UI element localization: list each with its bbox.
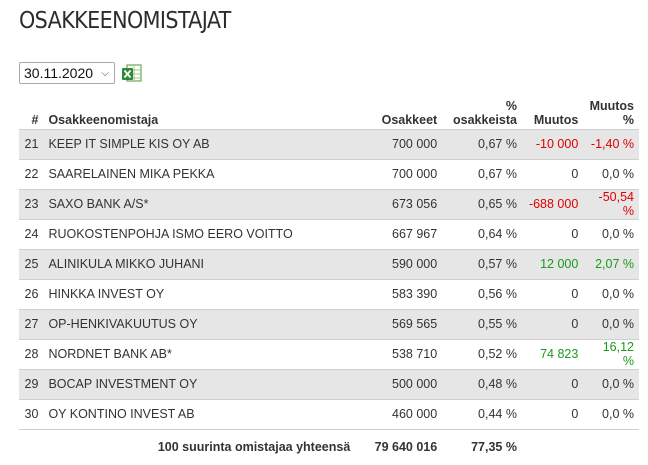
row-shares: 569 565 (355, 308, 443, 339)
row-pct: 0,57 % (442, 248, 522, 279)
row-change: 0 (521, 218, 584, 249)
row-index: 30 (19, 398, 44, 430)
row-pct: 0,55 % (442, 308, 522, 339)
table-row: 26 HINKKA INVEST OY 583 390 0,56 % 0 0,0 % (19, 278, 639, 309)
row-pct: 0,64 % (442, 218, 522, 249)
footer-empty (583, 429, 639, 461)
header-index[interactable]: # (31, 112, 39, 127)
row-change: 0 (521, 158, 584, 189)
row-pct: 0,52 % (442, 338, 522, 369)
row-pct: 0,65 % (442, 188, 522, 219)
row-change-pct: 0,0 % (583, 278, 639, 309)
row-pct: 0,44 % (442, 398, 522, 430)
table-row: 30 OY KONTINO INVEST AB 460 000 0,44 % 0 0,0 … (19, 398, 639, 430)
page-title: OSAKKEENOMISTAJAT (19, 8, 231, 34)
row-change: -10 000 (521, 128, 584, 159)
table-row: 24 RUOKOSTENPOHJA ISMO EERO VOITTO 667 967… (19, 218, 639, 249)
row-change: 0 (521, 398, 584, 430)
row-index: 24 (19, 218, 44, 249)
row-shares: 500 000 (355, 368, 443, 399)
table-row: 22 SAARELAINEN MIKA PEKKA 700 000 0,67 % 0 0,… (19, 158, 639, 189)
row-change: -688 000 (521, 188, 584, 219)
row-shareholder-name: KEEP IT SIMPLE KIS OY AB (43, 128, 356, 159)
excel-export-icon[interactable] (121, 62, 143, 84)
table-row: 21 KEEP IT SIMPLE KIS OY AB 700 000 0,67 % -… (19, 128, 639, 159)
footer-empty (521, 429, 584, 461)
header-pct-line2: osakkeista (453, 112, 517, 127)
row-index: 27 (19, 308, 44, 339)
row-index: 21 (19, 128, 44, 159)
chevron-down-icon: ⌵ (101, 67, 109, 79)
toolbar: 30.11.2020 ⌵ (19, 62, 143, 84)
row-change-pct: 0,0 % (583, 158, 639, 189)
row-shares: 538 710 (355, 338, 443, 369)
row-pct: 0,67 % (442, 158, 522, 189)
table-body: 21 KEEP IT SIMPLE KIS OY AB 700 000 0,67 % -… (19, 128, 639, 430)
row-shareholder-name: BOCAP INVESTMENT OY (43, 368, 356, 399)
row-change-pct: 0,0 % (583, 218, 639, 249)
header-change-pct[interactable]: Muutos % (583, 98, 639, 129)
table-row: 28 NORDNET BANK AB* 538 710 0,52 % 74 823 16,… (19, 338, 639, 369)
row-change: 0 (521, 278, 584, 309)
footer-label: 100 suurinta omistajaa yhteensä (19, 429, 356, 461)
header-change[interactable]: Muutos (533, 112, 579, 127)
row-shareholder-name: OP-HENKIVAKUUTUS OY (43, 308, 356, 339)
header-pct-line1: % (505, 98, 517, 113)
row-shareholder-name: OY KONTINO INVEST AB (43, 398, 356, 430)
row-shares: 700 000 (355, 128, 443, 159)
row-change-pct: 2,07 % (583, 248, 639, 279)
footer-shares: 79 640 016 (355, 429, 443, 461)
header-name[interactable]: Osakkeenomistaja (48, 112, 159, 127)
row-index: 28 (19, 338, 44, 369)
table-header-row: # Osakkeenomistaja Osakkeet % osakkeista… (19, 98, 639, 129)
row-index: 25 (19, 248, 44, 279)
row-pct: 0,56 % (442, 278, 522, 309)
shareholders-table: # Osakkeenomistaja Osakkeet % osakkeista… (19, 98, 639, 461)
row-shareholder-name: SAARELAINEN MIKA PEKKA (43, 158, 356, 189)
row-shares: 460 000 (355, 398, 443, 430)
row-index: 22 (19, 158, 44, 189)
header-shares[interactable]: Osakkeet (381, 112, 438, 127)
footer-pct: 77,35 % (442, 429, 522, 461)
row-change: 0 (521, 368, 584, 399)
row-shareholder-name: NORDNET BANK AB* (43, 338, 356, 369)
row-shares: 667 967 (355, 218, 443, 249)
row-change-pct: 0,0 % (583, 368, 639, 399)
table-footer-row: 100 suurinta omistajaa yhteensä 79 640 0… (19, 429, 639, 461)
row-shares: 700 000 (355, 158, 443, 189)
row-change-pct: -1,40 % (583, 128, 639, 159)
header-change-pct-line2: % (622, 112, 634, 127)
table-row: 27 OP-HENKIVAKUUTUS OY 569 565 0,55 % 0 0,0 % (19, 308, 639, 339)
header-change-pct-line1: Muutos (589, 98, 634, 113)
row-change: 0 (521, 308, 584, 339)
row-shareholder-name: RUOKOSTENPOHJA ISMO EERO VOITTO (43, 218, 356, 249)
row-shares: 590 000 (355, 248, 443, 279)
row-change-pct: -50,54 % (583, 188, 639, 219)
table-row: 29 BOCAP INVESTMENT OY 500 000 0,48 % 0 0,0 % (19, 368, 639, 399)
row-index: 23 (19, 188, 44, 219)
row-index: 29 (19, 368, 44, 399)
table-row: 25 ALINIKULA MIKKO JUHANI 590 000 0,57 % 12 … (19, 248, 639, 279)
row-shares: 583 390 (355, 278, 443, 309)
row-change-pct: 0,0 % (583, 398, 639, 430)
row-shareholder-name: HINKKA INVEST OY (43, 278, 356, 309)
row-pct: 0,48 % (442, 368, 522, 399)
row-index: 26 (19, 278, 44, 309)
date-select-value: 30.11.2020 (24, 65, 94, 81)
header-pct[interactable]: % osakkeista (442, 98, 522, 129)
row-change-pct: 0,0 % (583, 308, 639, 339)
row-change-pct: 16,12 % (583, 338, 639, 369)
row-change: 74 823 (521, 338, 584, 369)
row-shares: 673 056 (355, 188, 443, 219)
row-shareholder-name: ALINIKULA MIKKO JUHANI (43, 248, 356, 279)
row-pct: 0,67 % (442, 128, 522, 159)
row-shareholder-name: SAXO BANK A/S* (43, 188, 356, 219)
table-row: 23 SAXO BANK A/S* 673 056 0,65 % -688 000 -50… (19, 188, 639, 219)
date-select[interactable]: 30.11.2020 ⌵ (19, 62, 115, 84)
row-change: 12 000 (521, 248, 584, 279)
